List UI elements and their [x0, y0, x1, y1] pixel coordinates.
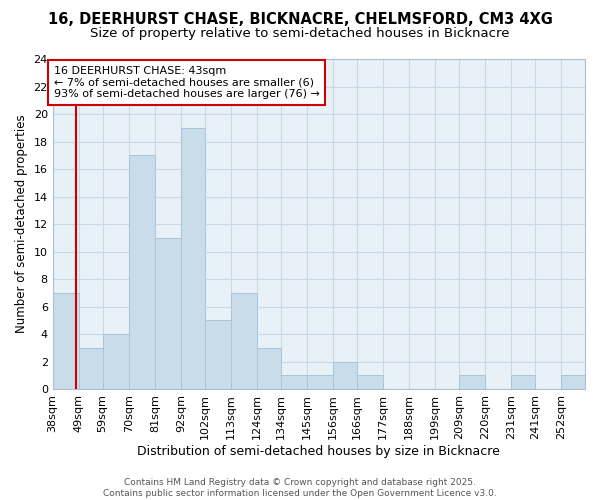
Y-axis label: Number of semi-detached properties: Number of semi-detached properties: [15, 114, 28, 334]
Text: 16 DEERHURST CHASE: 43sqm
← 7% of semi-detached houses are smaller (6)
93% of se: 16 DEERHURST CHASE: 43sqm ← 7% of semi-d…: [54, 66, 320, 99]
Bar: [129, 156, 155, 389]
Text: Size of property relative to semi-detached houses in Bicknacre: Size of property relative to semi-detach…: [90, 28, 510, 40]
Bar: [53, 293, 79, 389]
Bar: [257, 348, 281, 389]
Bar: [357, 376, 383, 389]
Bar: [459, 376, 485, 389]
Bar: [281, 376, 307, 389]
Bar: [307, 376, 333, 389]
Text: Contains HM Land Registry data © Crown copyright and database right 2025.
Contai: Contains HM Land Registry data © Crown c…: [103, 478, 497, 498]
Bar: [561, 376, 585, 389]
Bar: [231, 293, 257, 389]
Bar: [155, 238, 181, 389]
Bar: [103, 334, 129, 389]
Bar: [333, 362, 357, 389]
X-axis label: Distribution of semi-detached houses by size in Bicknacre: Distribution of semi-detached houses by …: [137, 444, 500, 458]
Bar: [181, 128, 205, 389]
Bar: [79, 348, 103, 389]
Bar: [511, 376, 535, 389]
Bar: [205, 320, 231, 389]
Text: 16, DEERHURST CHASE, BICKNACRE, CHELMSFORD, CM3 4XG: 16, DEERHURST CHASE, BICKNACRE, CHELMSFO…: [47, 12, 553, 28]
